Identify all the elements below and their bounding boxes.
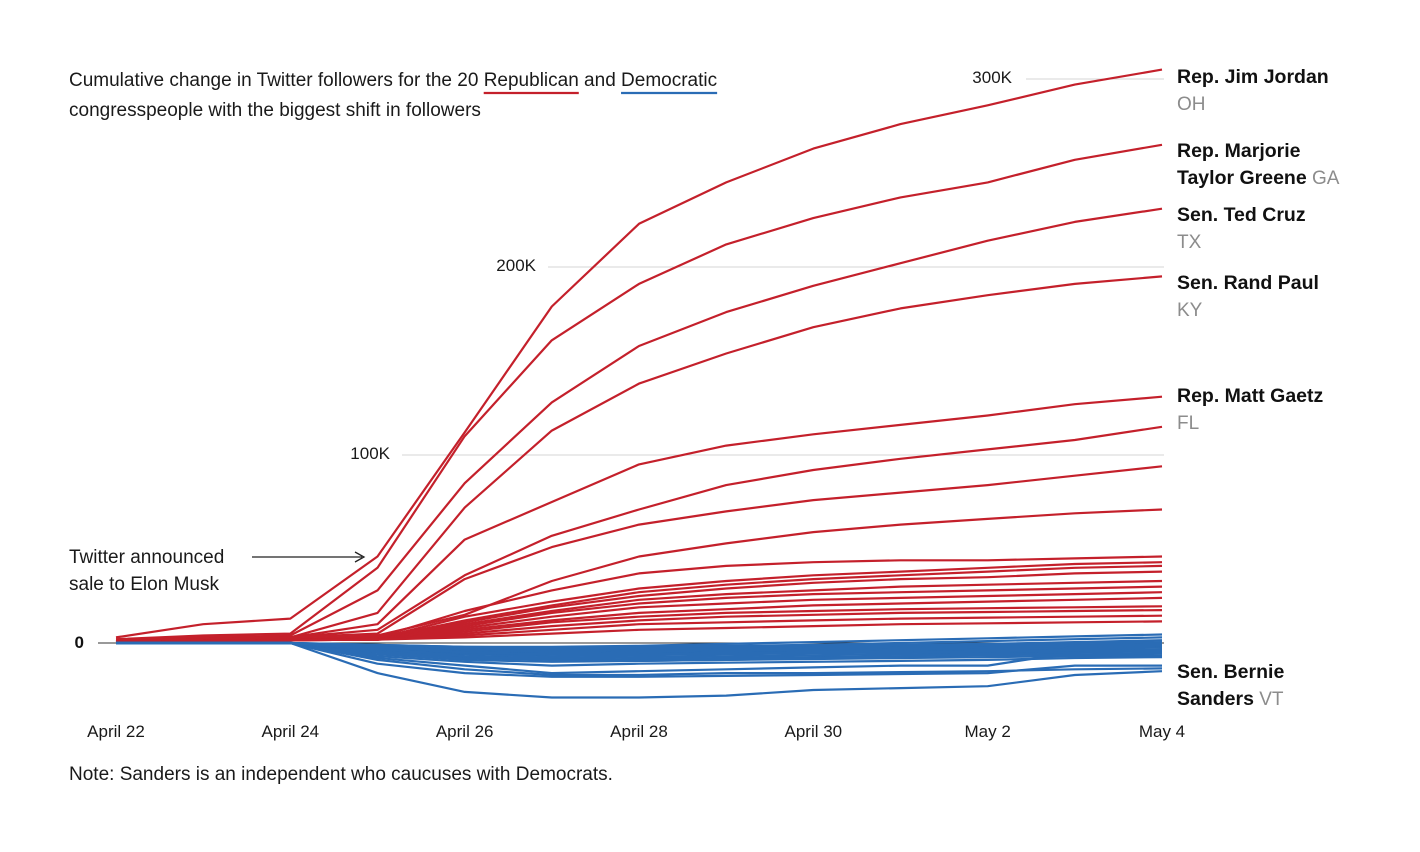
series-name-label: Rep. Marjorie [1177, 140, 1301, 162]
republican-series-group [115, 68, 1163, 644]
series-state-label: GA [1307, 168, 1340, 189]
series-name-label: Rep. Jim Jordan [1177, 66, 1329, 88]
republican-series-line [115, 275, 1163, 643]
republican-series-line [115, 68, 1163, 639]
title-democratic-word: Democratic [621, 70, 717, 91]
y-tick-label: 100K [350, 444, 390, 463]
title-mid: and [579, 70, 621, 91]
series-name-label: Sen. Rand Paul [1177, 272, 1319, 294]
annotation-line1: Twitter announced [69, 547, 224, 568]
series-name-label: Taylor Greene GA [1177, 167, 1340, 189]
x-tick-label: April 26 [436, 722, 494, 741]
series-name-label: Sanders VT [1177, 688, 1284, 710]
series-state-label: VT [1254, 689, 1284, 710]
x-tick-label: May 2 [965, 722, 1011, 741]
chart-title-line2: congresspeople with the biggest shift in… [69, 100, 481, 121]
title-republican-word: Republican [484, 70, 579, 91]
republican-series-line [115, 465, 1163, 643]
annotation-line2: sale to Elon Musk [69, 574, 219, 595]
series-state-label: OH [1177, 94, 1206, 115]
x-tick-label: April 28 [610, 722, 668, 741]
series-state-label: KY [1177, 300, 1203, 321]
democratic-series-line [116, 641, 1163, 662]
x-tick-label: May 4 [1139, 722, 1185, 741]
x-tick-label: April 22 [87, 722, 145, 741]
republican-series-line [115, 620, 1163, 644]
annotation-arrowhead-icon [354, 551, 366, 563]
series-labels: Rep. Jim Jordan OH Rep. Marjorie Taylor Gre… [1177, 66, 1340, 710]
chart-note: Note: Sanders is an independent who cauc… [69, 764, 613, 785]
series-name-label: Sen. Bernie [1177, 661, 1284, 683]
series-name-label: Rep. Matt Gaetz [1177, 385, 1324, 407]
chart-title-line1: Cumulative change in Twitter followers f… [69, 70, 717, 91]
x-axis-ticks: April 22 April 24 April 26 April 28 April 30… [87, 722, 1185, 741]
series-state-label: FL [1177, 413, 1199, 434]
y-tick-label: 300K [972, 68, 1012, 87]
series-name-label: Sen. Ted Cruz [1177, 204, 1306, 226]
x-tick-label: April 24 [262, 722, 320, 741]
y-tick-label: 200K [496, 256, 536, 275]
y-tick-label: 0 [75, 633, 84, 652]
series-state-label: TX [1177, 232, 1202, 253]
republican-series-line [115, 207, 1163, 643]
democratic-series-group [116, 633, 1163, 699]
republican-series-line [115, 143, 1163, 641]
x-tick-label: April 30 [785, 722, 843, 741]
title-prefix: Cumulative change in Twitter followers f… [69, 70, 484, 91]
